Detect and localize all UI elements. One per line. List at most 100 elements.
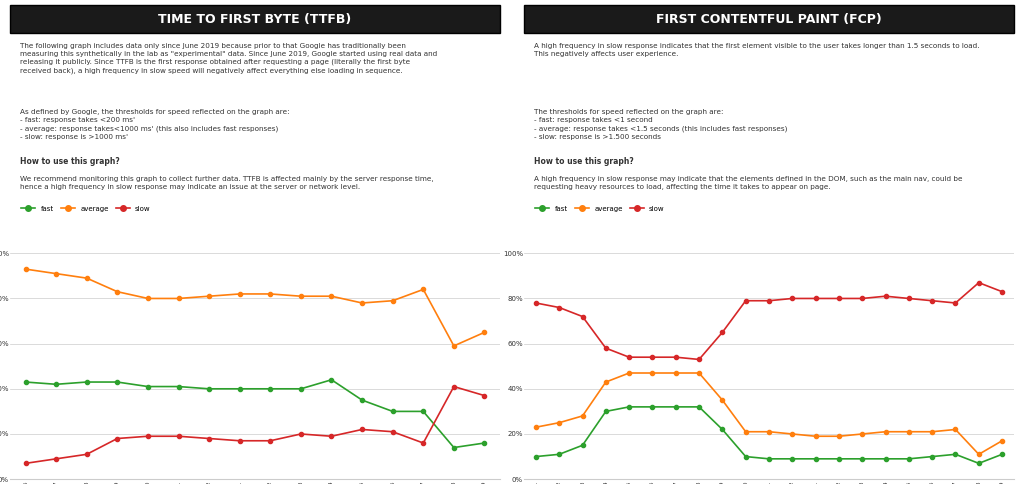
slow <box>172 433 184 439</box>
slow <box>326 433 338 439</box>
average <box>233 291 246 297</box>
fast <box>553 452 565 457</box>
average <box>903 429 915 435</box>
slow <box>529 300 542 306</box>
average <box>973 452 985 457</box>
fast <box>141 384 154 390</box>
Line: average: average <box>534 371 1005 456</box>
fast <box>903 456 915 462</box>
slow <box>295 431 307 437</box>
slow <box>478 393 490 398</box>
fast <box>577 442 589 448</box>
slow <box>447 384 460 390</box>
slow <box>81 452 93 457</box>
fast <box>112 379 124 385</box>
slow <box>553 304 565 310</box>
fast <box>529 454 542 459</box>
Text: The thresholds for speed reflected on the graph are:
- fast: response takes <1 s: The thresholds for speed reflected on th… <box>535 109 787 140</box>
slow <box>50 456 62 462</box>
average <box>386 298 398 303</box>
fast <box>172 384 184 390</box>
Text: TIME TO FIRST BYTE (TTFB): TIME TO FIRST BYTE (TTFB) <box>159 13 351 26</box>
Line: average: average <box>24 267 486 348</box>
fast <box>600 408 612 414</box>
fast <box>856 456 868 462</box>
slow <box>716 330 728 335</box>
average <box>141 296 154 302</box>
slow <box>903 296 915 302</box>
slow <box>949 300 962 306</box>
slow <box>623 354 635 360</box>
fast <box>693 404 706 410</box>
fast <box>996 452 1009 457</box>
Text: A high frequency in slow response indicates that the first element visible to th: A high frequency in slow response indica… <box>535 43 980 57</box>
fast <box>833 456 845 462</box>
fast <box>739 454 752 459</box>
Text: How to use this graph?: How to use this graph? <box>20 157 120 166</box>
average <box>763 429 775 435</box>
average <box>264 291 276 297</box>
fast <box>786 456 799 462</box>
average <box>646 370 658 376</box>
fast <box>623 404 635 410</box>
Legend: fast, average, slow: fast, average, slow <box>532 203 668 214</box>
slow <box>996 289 1009 295</box>
slow <box>203 436 215 441</box>
slow <box>19 460 32 466</box>
average <box>926 429 938 435</box>
Line: slow: slow <box>24 384 486 466</box>
fast <box>763 456 775 462</box>
average <box>577 413 589 419</box>
slow <box>670 354 682 360</box>
average <box>417 287 429 292</box>
average <box>203 293 215 299</box>
Text: The following graph includes data only since June 2019 because prior to that Goo: The following graph includes data only s… <box>20 43 437 74</box>
fast <box>478 440 490 446</box>
fast <box>233 386 246 392</box>
average <box>553 420 565 425</box>
fast <box>417 408 429 414</box>
average <box>739 429 752 435</box>
fast <box>50 381 62 387</box>
fast <box>356 397 369 403</box>
slow <box>600 345 612 351</box>
fast <box>810 456 822 462</box>
FancyBboxPatch shape <box>524 5 1014 33</box>
average <box>949 426 962 432</box>
fast <box>646 404 658 410</box>
fast <box>926 454 938 459</box>
fast <box>19 379 32 385</box>
average <box>833 433 845 439</box>
average <box>600 379 612 385</box>
fast <box>670 404 682 410</box>
slow <box>264 438 276 444</box>
slow <box>926 298 938 303</box>
fast <box>880 456 892 462</box>
average <box>112 289 124 295</box>
average <box>716 397 728 403</box>
slow <box>973 280 985 286</box>
Legend: fast, average, slow: fast, average, slow <box>18 203 154 214</box>
average <box>326 293 338 299</box>
average <box>693 370 706 376</box>
slow <box>112 436 124 441</box>
fast <box>326 377 338 383</box>
average <box>478 330 490 335</box>
slow <box>233 438 246 444</box>
slow <box>646 354 658 360</box>
slow <box>833 296 845 302</box>
fast <box>295 386 307 392</box>
average <box>447 343 460 349</box>
Text: A high frequency in slow response may indicate that the elements defined in the : A high frequency in slow response may in… <box>535 176 963 190</box>
Line: fast: fast <box>24 378 486 450</box>
average <box>295 293 307 299</box>
average <box>19 266 32 272</box>
fast <box>203 386 215 392</box>
average <box>670 370 682 376</box>
fast <box>386 408 398 414</box>
average <box>623 370 635 376</box>
fast <box>949 452 962 457</box>
slow <box>386 429 398 435</box>
slow <box>810 296 822 302</box>
slow <box>856 296 868 302</box>
